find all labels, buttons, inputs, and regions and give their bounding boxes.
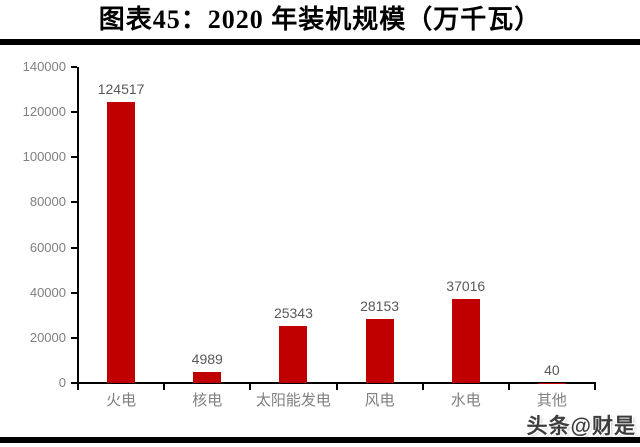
x-axis-tick bbox=[77, 382, 79, 390]
y-axis-tick bbox=[71, 246, 77, 249]
y-axis-tick bbox=[71, 382, 77, 384]
bottom-divider bbox=[0, 437, 640, 443]
y-axis-tick-label: 40000 bbox=[29, 284, 66, 300]
x-axis-tick bbox=[249, 382, 252, 390]
y-axis-tick bbox=[71, 336, 77, 339]
x-axis-tick bbox=[163, 382, 166, 390]
y-axis-tick-label: 0 bbox=[58, 375, 66, 390]
y-axis-tick-label: 120000 bbox=[22, 104, 66, 120]
y-axis-tick-label: 80000 bbox=[29, 194, 66, 210]
bar bbox=[279, 325, 308, 383]
x-axis-category-label: 火电 bbox=[106, 393, 137, 409]
x-axis-category-label: 太阳能发电 bbox=[255, 393, 331, 409]
x-axis-category-label: 其他 bbox=[536, 393, 567, 409]
y-axis-line bbox=[77, 67, 79, 385]
y-axis-tick bbox=[71, 201, 77, 204]
bar bbox=[193, 371, 222, 383]
x-axis-category-label: 水电 bbox=[450, 393, 481, 409]
bar bbox=[451, 299, 480, 383]
y-axis-tick-label: 140000 bbox=[22, 59, 66, 74]
x-axis-tick bbox=[421, 382, 424, 390]
bar-value-label: 25343 bbox=[273, 304, 313, 321]
top-divider bbox=[0, 39, 640, 45]
y-axis-tick bbox=[71, 111, 77, 114]
bar-value-label: 37016 bbox=[446, 278, 486, 295]
y-axis-tick bbox=[71, 66, 77, 68]
chart-title: 图表45：2020 年装机规模（万千瓦） bbox=[98, 5, 542, 34]
y-axis-tick bbox=[71, 291, 77, 294]
y-axis-tick-label: 100000 bbox=[22, 149, 66, 165]
y-axis-tick-label: 20000 bbox=[29, 329, 66, 345]
bar-value-label: 4989 bbox=[191, 350, 223, 367]
x-axis-category-label: 核电 bbox=[192, 393, 223, 409]
bar bbox=[365, 319, 394, 383]
watermark: 头条@财是 bbox=[526, 415, 636, 438]
x-axis-tick bbox=[507, 382, 510, 390]
bar-value-label: 40 bbox=[544, 361, 560, 378]
bar-value-label: 28153 bbox=[360, 298, 400, 315]
bar-value-label: 124517 bbox=[97, 80, 145, 97]
bar bbox=[107, 101, 136, 383]
x-axis-tick bbox=[335, 382, 338, 390]
x-axis-tick bbox=[594, 382, 596, 390]
x-axis-category-label: 风电 bbox=[364, 393, 395, 409]
y-axis-tick-label: 60000 bbox=[29, 239, 66, 255]
y-axis-tick bbox=[71, 156, 77, 159]
